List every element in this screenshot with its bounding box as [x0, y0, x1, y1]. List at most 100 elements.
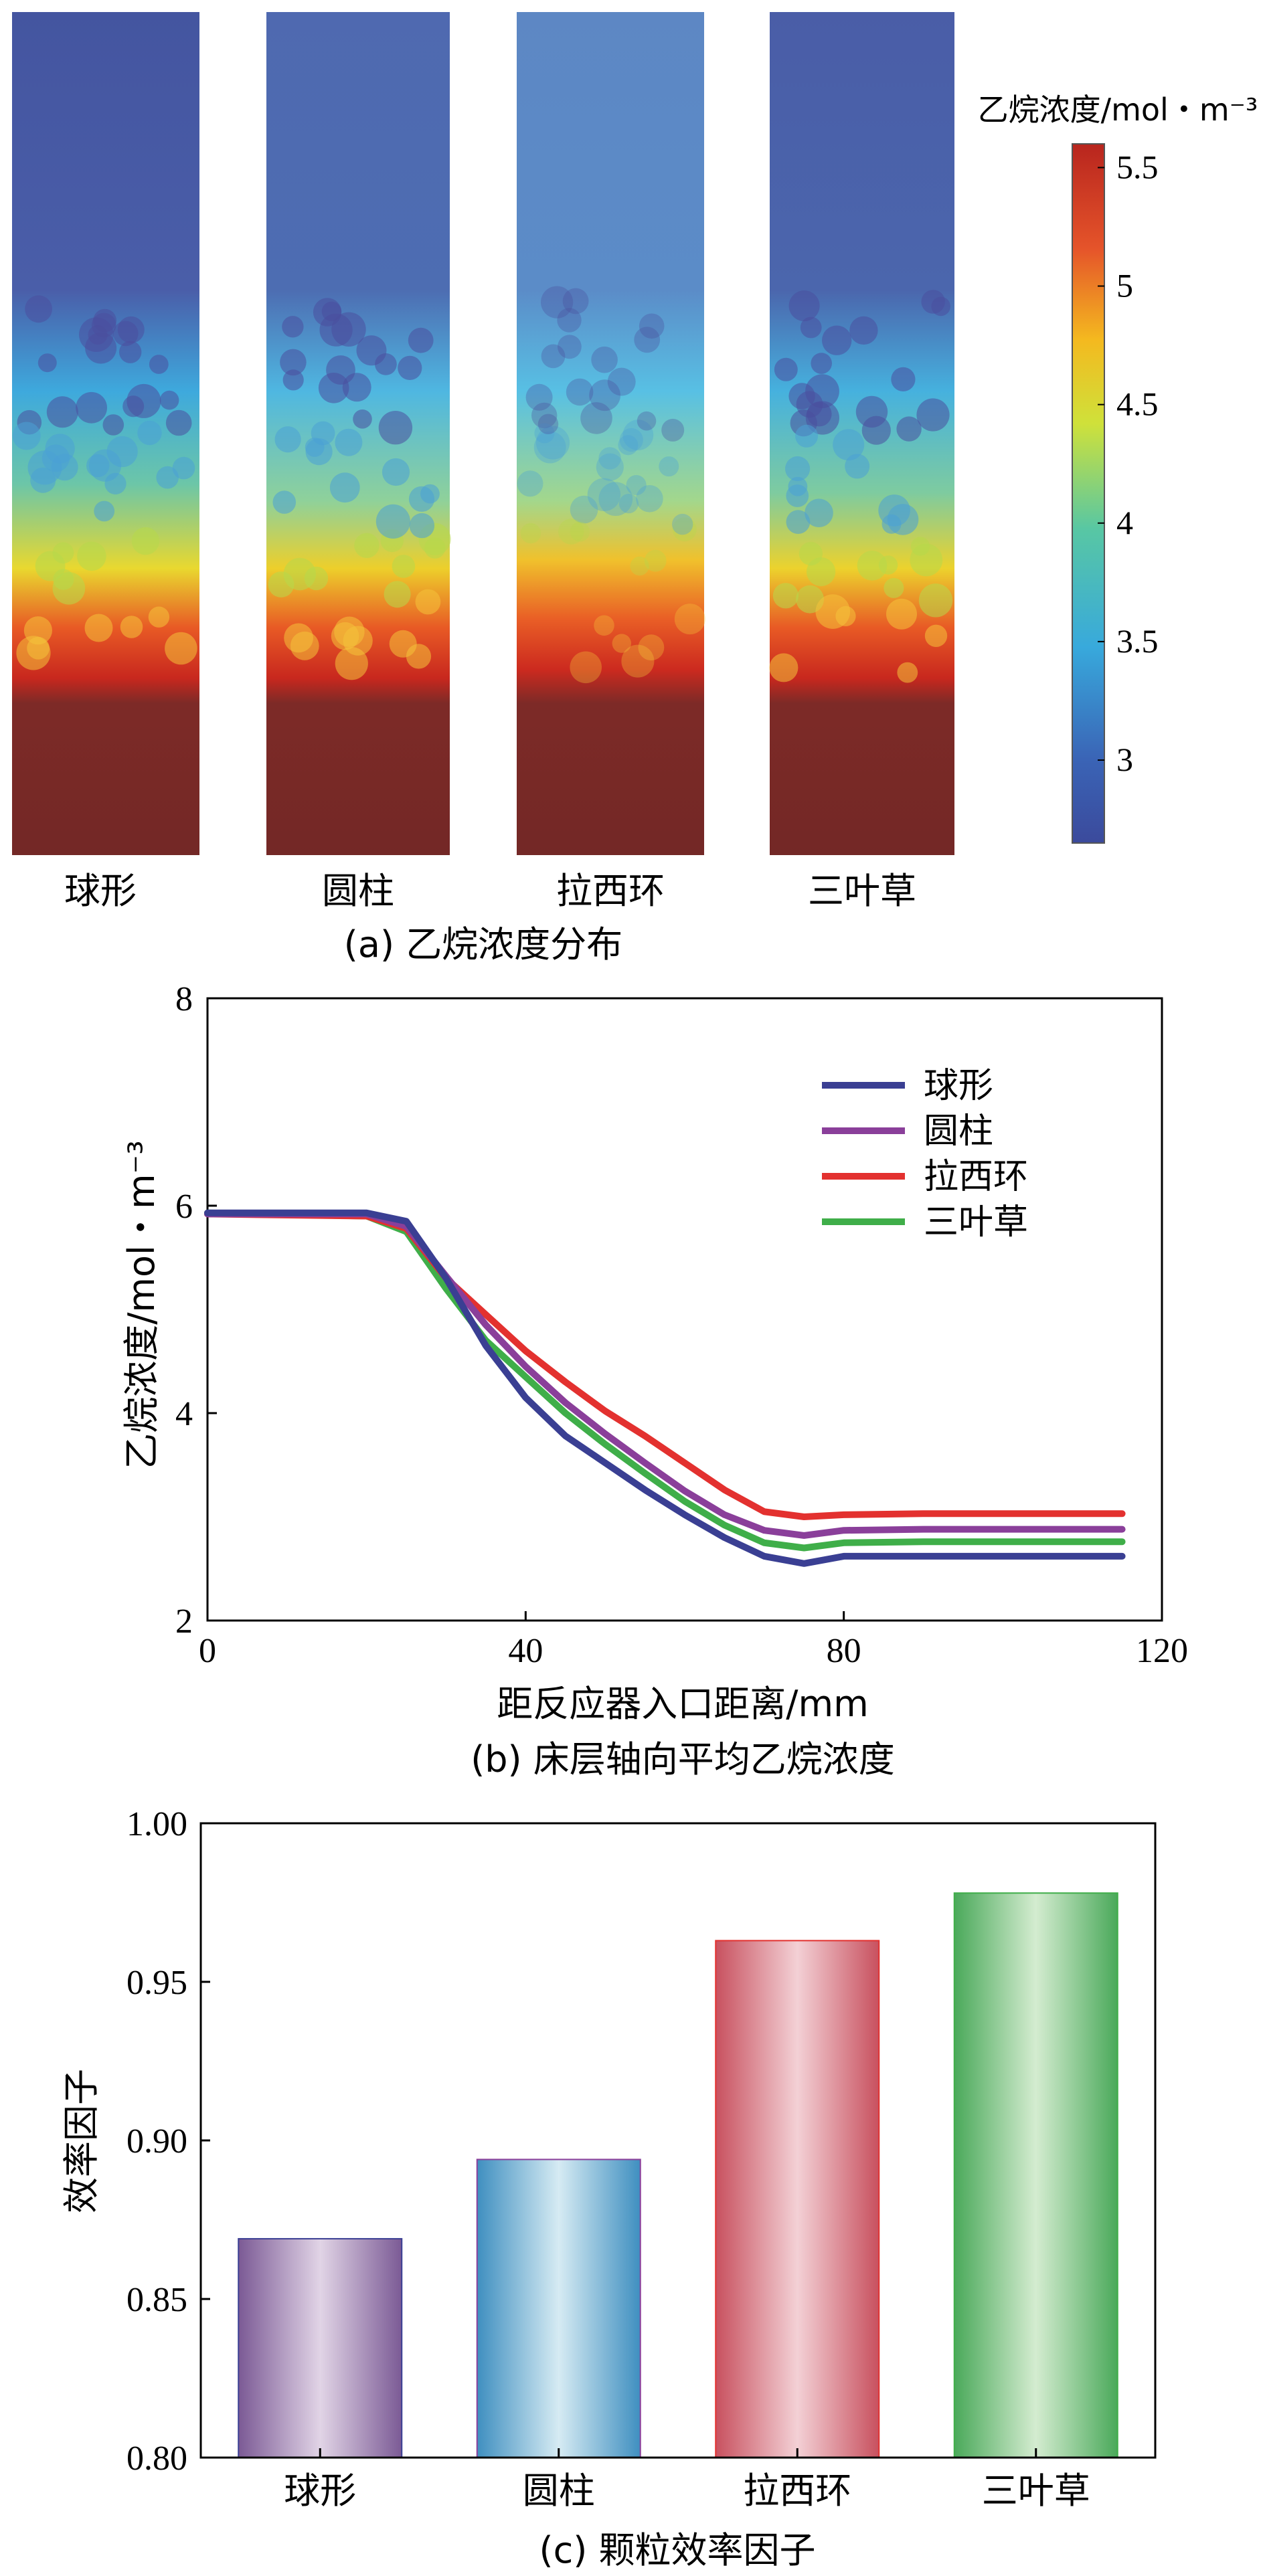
colorbar-tick-label: 3 — [1116, 741, 1133, 778]
series-line-trilobe — [204, 1209, 1126, 1552]
particle — [113, 320, 139, 347]
particle — [772, 583, 798, 609]
series-line-sphere — [204, 1209, 1126, 1567]
colorbar-title: 乙烷浓度/mol・m⁻³ — [978, 92, 1258, 128]
particle — [86, 454, 110, 478]
y-tick-label: 8 — [175, 980, 193, 1018]
particle — [637, 411, 657, 431]
particle — [800, 316, 822, 339]
particle — [77, 541, 106, 571]
particle — [921, 290, 945, 314]
colorbar-tick-label: 4 — [1116, 504, 1133, 541]
colorbar-tick-label: 4.5 — [1116, 385, 1159, 423]
particle — [311, 421, 335, 446]
particle — [384, 581, 411, 608]
x-tick-label: 0 — [199, 1632, 216, 1670]
particle — [570, 495, 598, 524]
particle — [618, 435, 639, 456]
bar-raschig — [715, 1940, 880, 2458]
particle — [272, 490, 297, 514]
particle — [594, 615, 614, 636]
particle — [535, 426, 570, 460]
particle — [318, 373, 349, 403]
particle — [570, 651, 602, 684]
particle — [598, 447, 621, 470]
contour-column-raschig — [517, 12, 704, 855]
particle — [282, 369, 304, 391]
y-tick-label: 4 — [175, 1395, 193, 1433]
particle — [415, 589, 441, 615]
particle — [84, 614, 113, 642]
particle — [375, 504, 411, 539]
particle — [282, 316, 304, 338]
particle — [331, 312, 366, 347]
particle — [589, 379, 620, 411]
line-chart-ylabel: 乙烷浓度/mol・m⁻³ — [120, 1140, 163, 1469]
particle — [811, 353, 832, 374]
particle — [409, 513, 435, 539]
particle — [35, 551, 66, 581]
particle — [335, 428, 363, 456]
particle — [531, 402, 558, 429]
particle — [596, 453, 624, 481]
particle — [131, 527, 160, 555]
particle — [520, 523, 541, 544]
contour-column-sphere — [12, 12, 199, 855]
particle — [382, 458, 410, 486]
particle — [149, 355, 169, 374]
particle — [618, 494, 639, 514]
particle — [598, 482, 633, 516]
y-tick-label: 6 — [175, 1188, 193, 1226]
particle — [30, 467, 56, 493]
particle — [626, 475, 647, 496]
legend-label-sphere: 球形 — [924, 1066, 993, 1106]
particle — [392, 555, 416, 578]
particle — [607, 367, 636, 396]
particle — [398, 355, 422, 381]
particle — [406, 644, 432, 669]
particle — [910, 537, 930, 556]
particle — [335, 647, 368, 680]
particle — [517, 470, 543, 497]
particle — [924, 624, 948, 647]
particle — [424, 537, 446, 559]
particle — [916, 398, 950, 432]
line-chart-ticks: 0 40 80 120 2 4 6 8 — [175, 980, 1188, 1670]
panel-a-label-cylinder: 圆柱 — [322, 870, 394, 912]
particle — [329, 472, 360, 503]
particle — [321, 301, 342, 322]
particle — [159, 390, 179, 410]
particle — [274, 426, 301, 453]
particle-overlay — [12, 286, 953, 684]
particle — [558, 335, 582, 359]
particle — [562, 288, 589, 314]
particle — [580, 402, 612, 434]
particle — [172, 456, 195, 480]
particle — [37, 353, 57, 373]
line-chart-xlabel: 距反应器入口距离/mm — [497, 1683, 868, 1725]
particle — [855, 395, 888, 428]
particle — [566, 378, 594, 406]
bar-trilobe — [953, 1892, 1118, 2458]
line-chart-frame — [206, 997, 1163, 1622]
particle — [534, 423, 555, 444]
particle — [619, 428, 643, 452]
bar-cylinder — [476, 2158, 641, 2458]
colorbar-ticks: 3 3.5 4 4.5 5 5.5 — [1098, 148, 1159, 778]
particle — [356, 335, 387, 366]
colorbar — [1072, 143, 1105, 844]
y-tick-label: 0.85 — [127, 2281, 187, 2319]
bar-sphere — [238, 2237, 403, 2458]
particle — [857, 551, 888, 581]
legend-label-cylinder: 圆柱 — [924, 1111, 993, 1152]
particle — [533, 431, 566, 464]
particle — [354, 533, 380, 558]
particle — [634, 327, 661, 353]
particle — [165, 409, 192, 436]
bar-chart-ticks: 球形 圆柱 拉西环 三叶草 0.80 0.85 0.90 0.95 1.00 — [127, 1805, 1090, 2512]
particle — [27, 636, 50, 660]
particle — [674, 604, 705, 635]
